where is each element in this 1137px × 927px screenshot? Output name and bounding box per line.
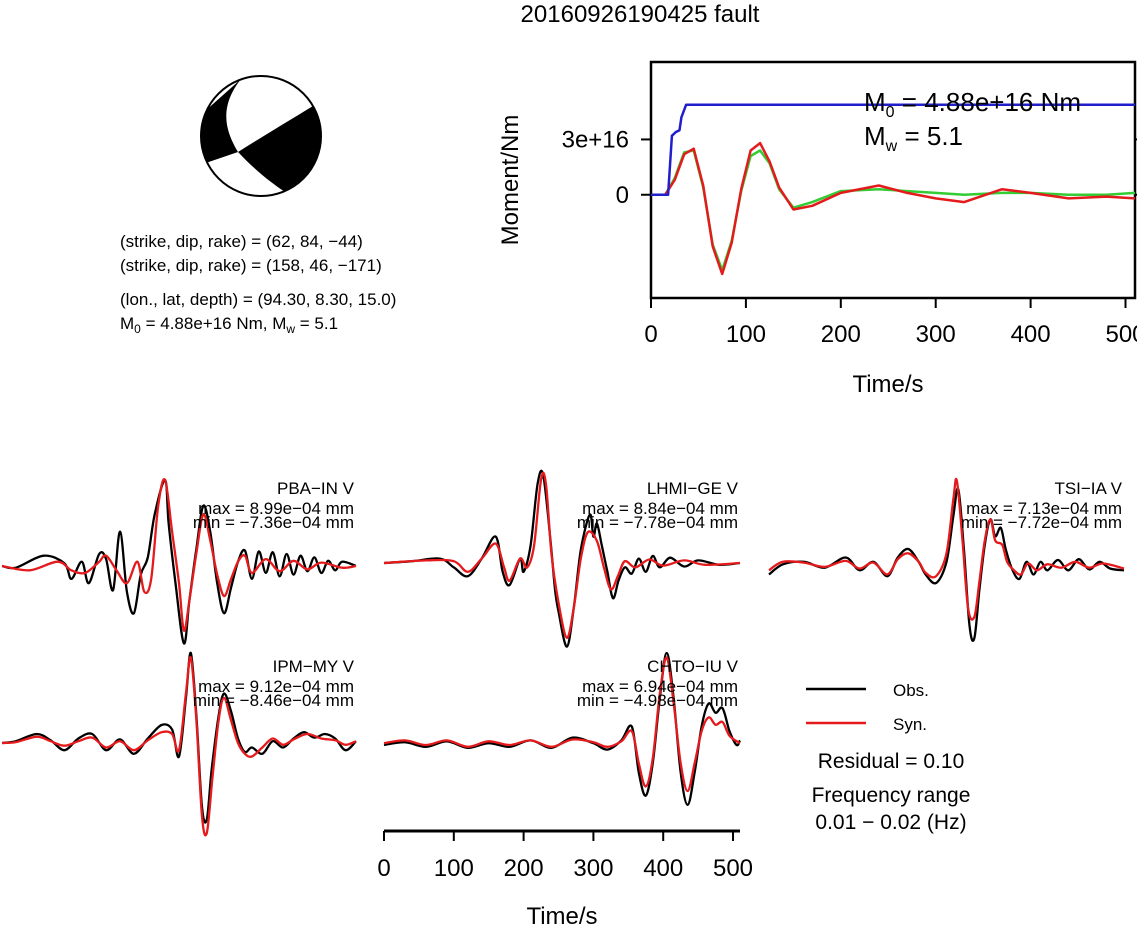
moment-m0-subscript: 0 [886, 104, 895, 121]
legend-syn-label: Syn. [893, 715, 927, 734]
moment-x-tick-label: 500 [1105, 321, 1137, 348]
waveform-x-tick-label: 500 [713, 855, 753, 882]
moment-plot-frame [649, 60, 1137, 300]
waveform-x-tick-label: 200 [504, 855, 544, 882]
synthetic-waveform [1, 655, 357, 837]
moment-mw-subscript: w [885, 138, 898, 155]
station-min: min = −7.78e−04 mm [577, 513, 738, 532]
waveform-time-axis: Time/s 0 100 200 300 400 500 [377, 829, 753, 927]
station-max: max = 6.94e−04 mm [582, 677, 738, 696]
waveform-x-tick-label: 300 [573, 855, 613, 882]
moment-rate-plot: 010020030040050003e+16 M0 = 4.88e+16 Nm … [497, 60, 1137, 398]
station-min: min = −4.98e−04 mm [577, 691, 738, 710]
moment-y-tick-label: 3e+16 [562, 126, 629, 153]
station-label: TSI−IA V [1054, 479, 1122, 498]
waveform-x-tick-label: 100 [434, 855, 474, 882]
moment-x-tick-label: 300 [916, 321, 956, 348]
synthetic-waveform [1, 478, 357, 632]
moment-m0-symbol: M [864, 87, 886, 117]
station-min: min = −8.46e−04 mm [193, 691, 354, 710]
station-min: min = −7.72e−04 mm [961, 513, 1122, 532]
moment-y-axis-label: Moment/Nm [497, 115, 524, 246]
beachball-compression-quadrant-left [201, 79, 241, 165]
moment-mw-label: Mw = 5.1 [864, 121, 963, 155]
station-max: max = 8.84e−04 mm [582, 499, 738, 518]
legend-obs-label: Obs. [893, 681, 929, 700]
station-max: max = 8.99e−04 mm [198, 499, 354, 518]
moment-mw-value: = 5.1 [897, 121, 963, 151]
moment-m0-value: = 4.88e+16 Nm [895, 87, 1081, 117]
station-min: min = −7.36e−04 mm [193, 513, 354, 532]
moment-x-tick-label: 0 [644, 321, 657, 348]
focal-mechanism-beachball [200, 75, 322, 197]
station-label: PBA−IN V [277, 479, 355, 498]
observed-waveform [383, 651, 742, 806]
frequency-range-title: Frequency range [812, 784, 971, 807]
moment-plot-axes: 0 100 200 300 400 500 0 3e+16 [562, 126, 1137, 348]
mechanism-plane-2: (strike, dip, rake) = (158, 46, −171) [120, 256, 382, 275]
moment-x-tick-label: 100 [726, 321, 766, 348]
moment-x-axis-label: Time/s [852, 371, 923, 398]
m0-subscript: 0 [134, 322, 141, 336]
moment-series-moment_rate_2 [651, 149, 1136, 272]
mechanism-plane-1: (strike, dip, rake) = (62, 84, −44) [120, 232, 363, 251]
m0-value: = 4.88e+16 Nm, M [141, 314, 287, 333]
mechanism-info: (strike, dip, rake) = (62, 84, −44) (str… [120, 232, 396, 336]
m0-symbol: M [120, 314, 134, 333]
station-label: CHTO−IU V [647, 657, 739, 676]
waveform-x-tick-label: 0 [377, 855, 390, 882]
legend: Obs. Syn. [806, 681, 929, 734]
mw-subscript: w [285, 322, 295, 336]
frequency-range-value: 0.01 − 0.02 (Hz) [815, 811, 966, 834]
mw-value: = 5.1 [295, 314, 338, 333]
mechanism-moment: M0 = 4.88e+16 Nm, Mw = 5.1 [120, 314, 338, 336]
moment-mw-symbol: M [864, 121, 886, 151]
residual-text: Residual = 0.10 [818, 750, 965, 773]
waveform-x-axis-label: Time/s [526, 903, 597, 927]
station-label: LHMI−GE V [647, 479, 739, 498]
moment-m0-label: M0 = 4.88e+16 Nm [864, 87, 1081, 121]
moment-y-tick-label: 0 [616, 182, 629, 209]
synthetic-waveform [383, 656, 741, 793]
observed-waveform [1, 478, 357, 645]
moment-x-tick-label: 400 [1011, 321, 1051, 348]
station-max: max = 9.12e−04 mm [198, 677, 354, 696]
moment-series-moment_rate_1 [651, 141, 1136, 276]
station-max: max = 7.13e−04 mm [966, 499, 1122, 518]
synthetic-waveform [768, 477, 1125, 621]
figure-title: 20160926190425 fault [521, 1, 760, 28]
mechanism-location: (lon., lat, depth) = (94.30, 8.30, 15.0) [120, 290, 396, 309]
beachball-compression-quadrant-right [238, 100, 321, 192]
waveform-x-tick-label: 400 [643, 855, 683, 882]
synthetic-waveform [383, 471, 741, 639]
station-label: IPM−MY V [273, 657, 355, 676]
moment-series-cumulative_moment [651, 103, 1135, 197]
moment-plot-lines [651, 103, 1136, 276]
moment-x-tick-label: 200 [821, 321, 861, 348]
